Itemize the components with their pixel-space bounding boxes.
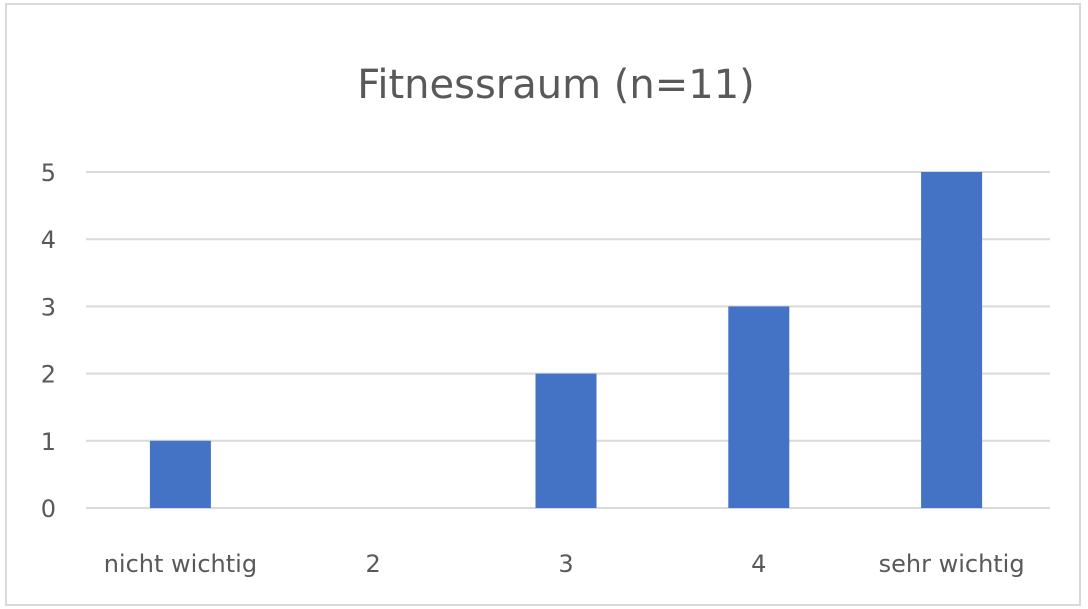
gridlines	[86, 171, 1050, 509]
bars	[149, 172, 983, 508]
bar-4	[921, 172, 983, 508]
y-tick-label: 2	[41, 361, 56, 389]
x-tick-label: 3	[558, 550, 573, 578]
x-tick-label: sehr wichtig	[879, 550, 1025, 578]
y-tick-label: 5	[41, 159, 56, 187]
x-axis-ticks: nicht wichtig 2 3 4 sehr wichtig	[104, 550, 1025, 578]
chart-title: Fitnessraum (n=11)	[357, 62, 755, 108]
y-tick-label: 1	[41, 428, 56, 456]
y-tick-label: 3	[41, 293, 56, 321]
x-tick-label: 2	[366, 550, 381, 578]
x-tick-label: 4	[751, 550, 766, 578]
bar-0	[149, 440, 211, 508]
bar-2	[535, 373, 597, 508]
x-tick-label: nicht wichtig	[104, 550, 257, 578]
y-tick-label: 4	[41, 226, 56, 254]
y-axis-ticks: 0 1 2 3 4 5	[41, 159, 56, 523]
y-tick-label: 0	[41, 495, 56, 523]
bar-3	[728, 306, 790, 508]
